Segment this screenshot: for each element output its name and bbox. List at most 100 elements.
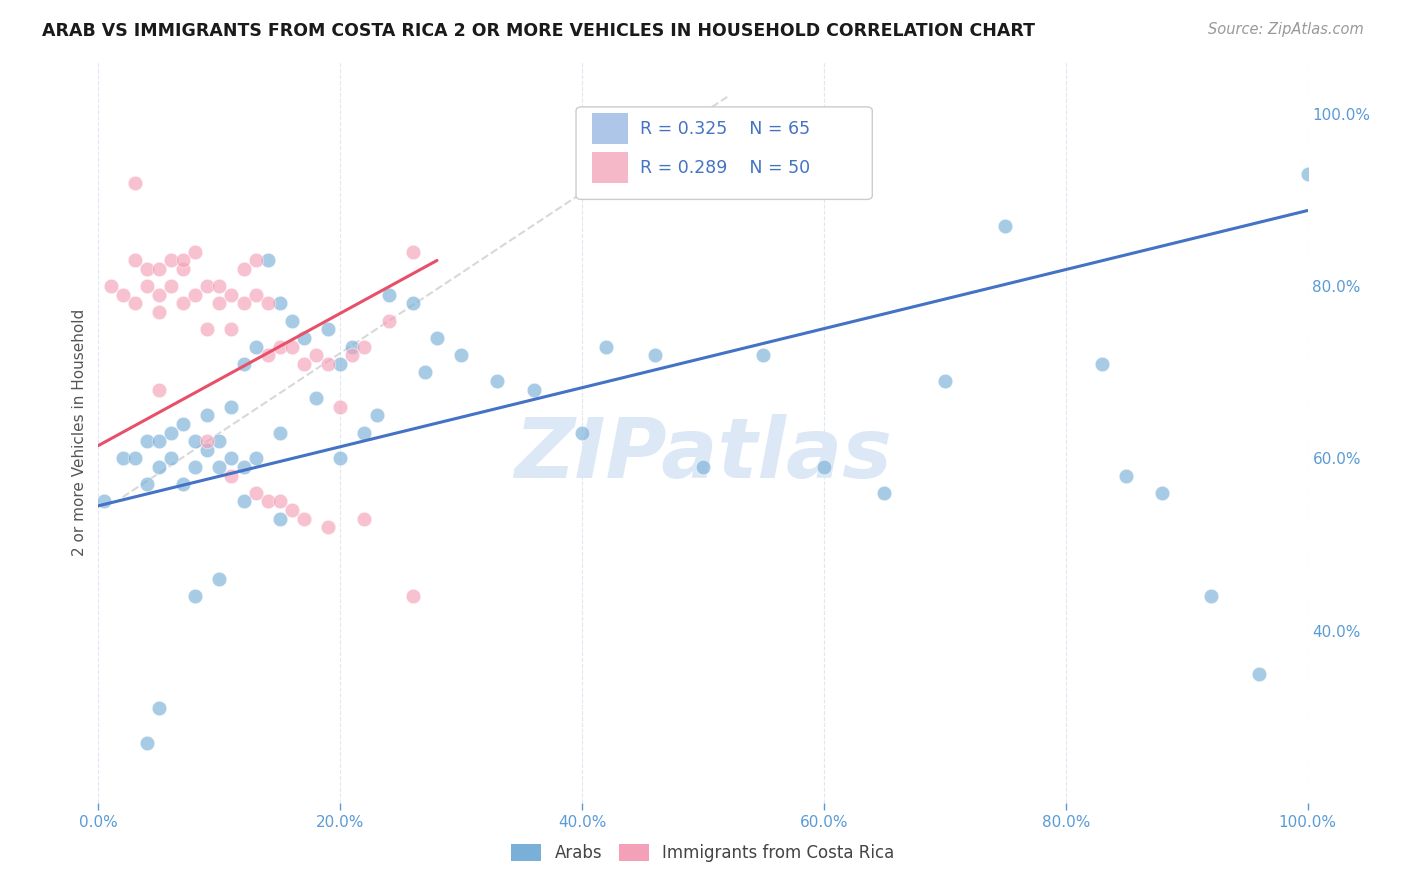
Point xyxy=(148,262,170,277)
Point xyxy=(245,288,267,302)
Point xyxy=(208,279,231,293)
Point xyxy=(402,589,425,603)
Point xyxy=(1091,357,1114,371)
FancyBboxPatch shape xyxy=(576,107,872,200)
Point xyxy=(256,253,278,268)
Point xyxy=(221,288,243,302)
Point xyxy=(644,348,666,362)
Legend: Arabs, Immigrants from Costa Rica: Arabs, Immigrants from Costa Rica xyxy=(505,837,901,869)
Point xyxy=(160,253,183,268)
Point xyxy=(148,288,170,302)
Point xyxy=(305,391,328,405)
Point xyxy=(486,374,509,388)
Point xyxy=(245,339,267,353)
Point xyxy=(195,409,218,423)
Point xyxy=(342,348,364,362)
Point xyxy=(135,262,157,277)
Point xyxy=(377,288,399,302)
Point xyxy=(292,331,315,345)
Point xyxy=(1152,486,1174,500)
Point xyxy=(148,383,170,397)
Point xyxy=(232,494,254,508)
Point xyxy=(148,460,170,475)
Point xyxy=(402,244,425,259)
Point xyxy=(184,288,207,302)
Point xyxy=(256,348,278,362)
Point xyxy=(111,288,134,302)
FancyBboxPatch shape xyxy=(592,152,628,183)
Point xyxy=(292,512,315,526)
Point xyxy=(329,451,352,466)
Point xyxy=(269,425,291,440)
Point xyxy=(595,339,617,353)
Text: R = 0.289    N = 50: R = 0.289 N = 50 xyxy=(640,160,810,178)
Point xyxy=(1199,589,1222,603)
Point xyxy=(450,348,472,362)
Point xyxy=(221,451,243,466)
Point xyxy=(1249,666,1271,681)
Point xyxy=(232,460,254,475)
Point xyxy=(281,314,304,328)
Point xyxy=(172,477,194,491)
Point xyxy=(135,434,157,449)
Point xyxy=(752,348,775,362)
Point xyxy=(184,589,207,603)
Point xyxy=(100,279,122,293)
Point xyxy=(124,296,146,310)
Point xyxy=(135,279,157,293)
Point xyxy=(281,503,304,517)
Point xyxy=(148,305,170,319)
Point xyxy=(232,296,254,310)
Point xyxy=(329,400,352,414)
Point xyxy=(1115,468,1137,483)
Point xyxy=(208,572,231,586)
Point xyxy=(135,477,157,491)
Point xyxy=(135,735,157,749)
Point xyxy=(111,451,134,466)
Point xyxy=(269,512,291,526)
Point xyxy=(353,425,375,440)
Point xyxy=(172,253,194,268)
Point xyxy=(221,468,243,483)
Point xyxy=(316,322,339,336)
Point xyxy=(172,417,194,431)
Point xyxy=(994,219,1017,233)
Point xyxy=(148,701,170,715)
Point xyxy=(1296,167,1319,181)
Point xyxy=(813,460,835,475)
Point xyxy=(668,133,690,147)
Point xyxy=(413,365,436,379)
Point xyxy=(208,434,231,449)
Point xyxy=(256,296,278,310)
Text: Source: ZipAtlas.com: Source: ZipAtlas.com xyxy=(1208,22,1364,37)
Point xyxy=(172,262,194,277)
Point xyxy=(934,374,956,388)
Point xyxy=(292,357,315,371)
Point xyxy=(195,322,218,336)
Point xyxy=(124,451,146,466)
Point xyxy=(269,296,291,310)
Point xyxy=(208,296,231,310)
Point xyxy=(402,296,425,310)
Point xyxy=(342,339,364,353)
Point xyxy=(269,494,291,508)
Point xyxy=(329,357,352,371)
Point xyxy=(281,339,304,353)
Point xyxy=(245,253,267,268)
Y-axis label: 2 or more Vehicles in Household: 2 or more Vehicles in Household xyxy=(72,309,87,557)
Point xyxy=(184,244,207,259)
Point xyxy=(195,279,218,293)
Point xyxy=(692,460,714,475)
Point xyxy=(595,107,617,121)
Point xyxy=(377,314,399,328)
Point xyxy=(426,331,449,345)
Point xyxy=(208,460,231,475)
Point xyxy=(232,262,254,277)
Point xyxy=(160,451,183,466)
Point xyxy=(195,434,218,449)
Point xyxy=(195,442,218,457)
Point xyxy=(221,400,243,414)
Point xyxy=(316,520,339,534)
Point xyxy=(316,357,339,371)
Point xyxy=(873,486,896,500)
